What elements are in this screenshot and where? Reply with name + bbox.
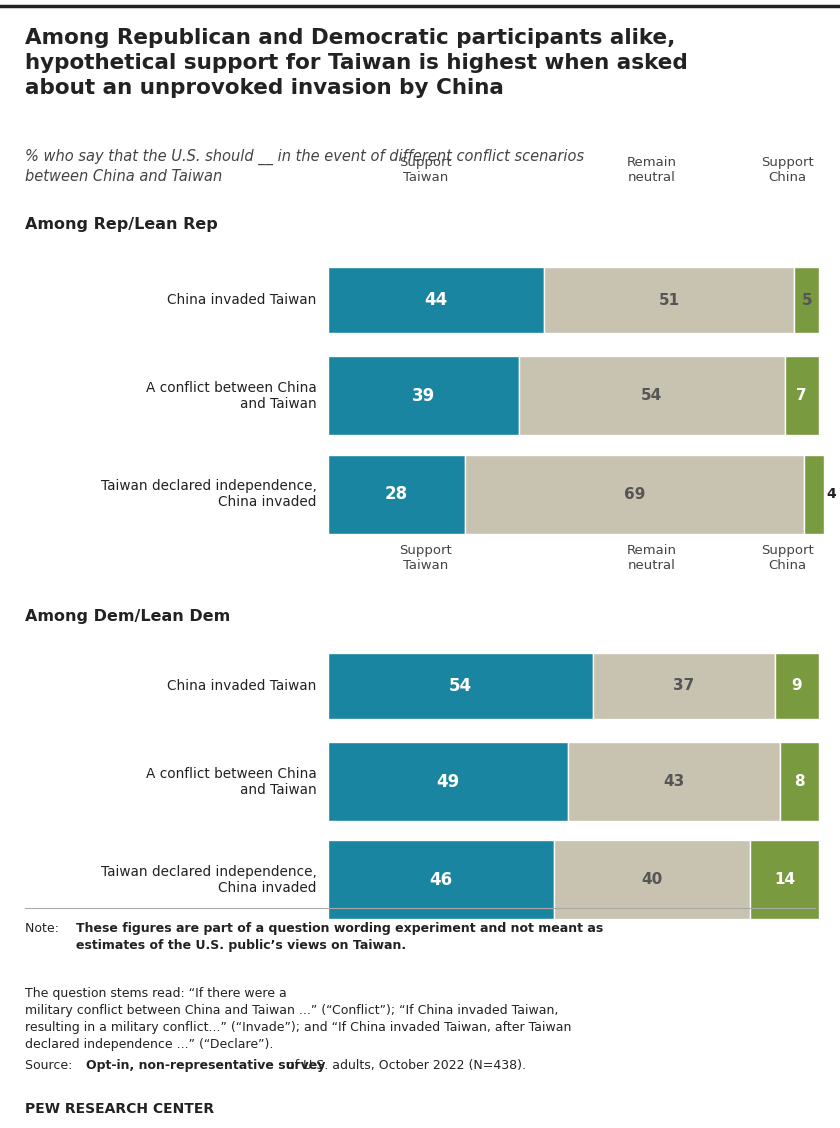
Text: Opt-in, non-representative survey: Opt-in, non-representative survey (86, 1059, 325, 1073)
Text: These figures are part of a question wording experiment and not meant as
estimat: These figures are part of a question wor… (76, 922, 603, 952)
Bar (328, 840, 554, 919)
Text: 39: 39 (412, 387, 435, 405)
Text: Among Dem/Lean Dem: Among Dem/Lean Dem (25, 609, 230, 624)
Text: 54: 54 (449, 677, 472, 695)
Text: 9: 9 (791, 678, 802, 694)
Bar (543, 267, 795, 333)
Text: 51: 51 (659, 292, 680, 308)
Text: of U.S. adults, October 2022 (N=438).: of U.S. adults, October 2022 (N=438). (283, 1059, 526, 1073)
Text: A conflict between China
and Taiwan: A conflict between China and Taiwan (146, 381, 317, 411)
Text: Among Republican and Democratic participants alike,
hypothetical support for Tai: Among Republican and Democratic particip… (25, 28, 688, 98)
Text: 4: 4 (827, 487, 836, 501)
Text: 37: 37 (673, 678, 695, 694)
Bar (785, 356, 819, 435)
Text: Taiwan declared independence,
China invaded: Taiwan declared independence, China inva… (101, 479, 317, 509)
Text: Support
Taiwan: Support Taiwan (400, 544, 452, 572)
Bar (774, 653, 819, 719)
Text: The question stems read: “If there were a
military conflict between China and Ta: The question stems read: “If there were … (25, 987, 571, 1051)
Bar (328, 267, 543, 333)
Bar (804, 455, 824, 534)
Bar (328, 455, 465, 534)
Bar (750, 840, 819, 919)
Text: % who say that the U.S. should __ in the event of different conflict scenarios
b: % who say that the U.S. should __ in the… (25, 149, 585, 184)
Text: PEW RESEARCH CENTER: PEW RESEARCH CENTER (25, 1102, 214, 1116)
Text: 54: 54 (641, 388, 663, 404)
Text: 5: 5 (801, 292, 812, 308)
Text: 49: 49 (436, 773, 459, 791)
Text: 28: 28 (385, 485, 408, 503)
Text: Note:: Note: (25, 922, 63, 935)
Bar (328, 356, 519, 435)
Text: 8: 8 (794, 774, 805, 790)
Text: Support
Taiwan: Support Taiwan (400, 156, 452, 184)
Bar (593, 653, 774, 719)
Bar (795, 267, 819, 333)
Text: Remain
neutral: Remain neutral (627, 544, 677, 572)
Text: 44: 44 (424, 291, 448, 309)
Bar (554, 840, 750, 919)
Bar (780, 742, 819, 821)
Text: 7: 7 (796, 388, 807, 404)
Text: 43: 43 (664, 774, 685, 790)
Bar (328, 742, 569, 821)
Text: 46: 46 (429, 871, 452, 889)
Bar (465, 455, 804, 534)
Bar (569, 742, 780, 821)
Text: Support
China: Support China (761, 156, 813, 184)
Bar (519, 356, 785, 435)
Bar (328, 653, 593, 719)
Text: Taiwan declared independence,
China invaded: Taiwan declared independence, China inva… (101, 865, 317, 895)
Text: 40: 40 (641, 872, 663, 888)
Text: Remain
neutral: Remain neutral (627, 156, 677, 184)
Text: A conflict between China
and Taiwan: A conflict between China and Taiwan (146, 767, 317, 796)
Text: 69: 69 (624, 486, 645, 502)
Text: Source:: Source: (25, 1059, 76, 1073)
Text: 14: 14 (774, 872, 795, 888)
Text: Support
China: Support China (761, 544, 813, 572)
Text: Among Rep/Lean Rep: Among Rep/Lean Rep (25, 218, 218, 232)
Text: China invaded Taiwan: China invaded Taiwan (167, 679, 317, 693)
Text: China invaded Taiwan: China invaded Taiwan (167, 293, 317, 307)
